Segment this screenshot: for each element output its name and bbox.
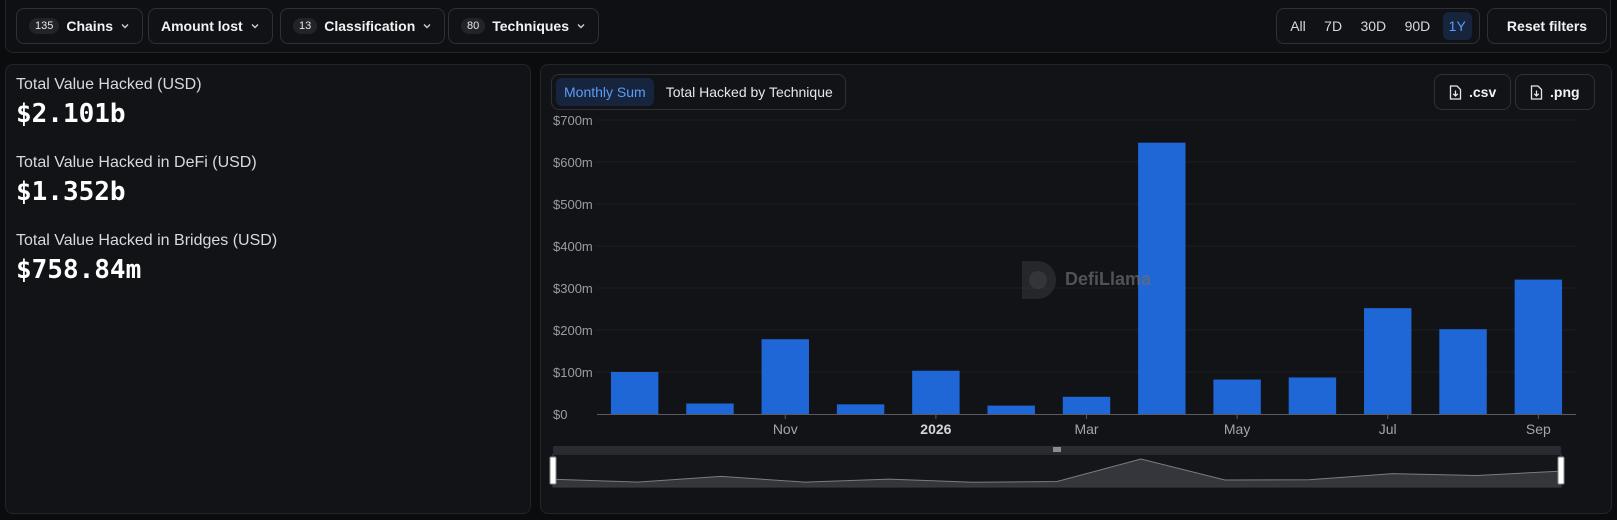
download-csv-button[interactable]: .csv (1434, 74, 1512, 110)
zoom-handle-left[interactable] (549, 456, 557, 485)
classification-filter-label: Classification (324, 18, 416, 34)
stat-total: Total Value Hacked (USD) $2.101b (16, 75, 520, 131)
file-download-icon (1530, 84, 1543, 100)
chevron-down-icon (423, 24, 431, 29)
time-range-selector: All 7D 30D 90D 1Y (1276, 8, 1480, 44)
bar (610, 372, 659, 414)
stat-value: $2.101b (16, 99, 126, 129)
x-tick-label: May (1224, 421, 1250, 437)
zoom-handle-right[interactable] (1557, 456, 1565, 485)
bar (761, 339, 809, 414)
bar (1514, 279, 1563, 414)
file-download-icon (1449, 84, 1462, 100)
y-tick-label: $400m (553, 239, 593, 254)
chart-tabs: Monthly Sum Total Hacked by Technique (551, 74, 846, 110)
x-tick-label: Nov (773, 421, 798, 437)
range-1y-button[interactable]: 1Y (1442, 12, 1472, 40)
chart-panel: Monthly Sum Total Hacked by Technique .c… (540, 64, 1612, 514)
watermark-text: DefiLlama (1065, 269, 1152, 289)
x-tick-label: Jul (1379, 421, 1397, 437)
reset-filters-button[interactable]: Reset filters (1487, 8, 1607, 44)
y-tick-label: $200m (553, 323, 593, 338)
techniques-count-badge: 80 (461, 18, 486, 34)
bar (836, 404, 885, 414)
chains-count-badge: 135 (29, 18, 60, 34)
range-30d-button[interactable]: 30D (1360, 18, 1387, 34)
download-png-label: .png (1550, 84, 1580, 100)
stat-label: Total Value Hacked (USD) (16, 76, 202, 93)
bar (1062, 396, 1111, 414)
bar (1213, 379, 1261, 414)
x-tick-label: Sep (1526, 421, 1551, 437)
classification-count-badge: 13 (293, 18, 318, 34)
defillama-logo (1022, 261, 1056, 299)
y-tick-label: $600m (553, 155, 593, 170)
zoom-scrollbar-grip (1053, 447, 1061, 452)
bar (1138, 142, 1186, 414)
y-tick-label: $500m (553, 197, 593, 212)
bar (1288, 377, 1337, 414)
x-tick-label: 2026 (920, 421, 951, 437)
amount-lost-filter-button[interactable]: Amount lost (148, 8, 273, 44)
download-csv-label: .csv (1469, 84, 1497, 100)
chevron-down-icon (121, 24, 129, 29)
tab-monthly-sum[interactable]: Monthly Sum (556, 78, 654, 106)
bar (1439, 329, 1487, 414)
techniques-filter-button[interactable]: 80 Techniques (448, 8, 600, 44)
stat-value: $758.84m (16, 255, 142, 285)
y-tick-label: $0 (553, 407, 567, 422)
stat-label: Total Value Hacked in DeFi (USD) (16, 154, 257, 171)
y-tick-label: $100m (553, 365, 593, 380)
bar (1364, 308, 1412, 414)
monthly-hacks-bar-chart: $0 $100m $200m $300m $400m $500m $600m $700m Nov… (549, 113, 1576, 488)
y-tick-label: $700m (553, 113, 593, 128)
stats-panel: Total Value Hacked (USD) $2.101b Total V… (5, 64, 531, 514)
techniques-filter-label: Techniques (492, 18, 570, 34)
amount-lost-filter-label: Amount lost (161, 18, 243, 34)
zoom-preview-line (552, 458, 1562, 483)
x-tick-label: Mar (1074, 421, 1098, 437)
stat-value: $1.352b (16, 177, 126, 207)
stat-label: Total Value Hacked in Bridges (USD) (16, 232, 278, 249)
bar (987, 405, 1035, 414)
chevron-down-icon (577, 24, 585, 29)
range-all-button[interactable]: All (1290, 18, 1306, 34)
range-90d-button[interactable]: 90D (1404, 18, 1431, 34)
range-7d-button[interactable]: 7D (1324, 18, 1343, 34)
chains-filter-label: Chains (66, 18, 114, 34)
stat-bridges: Total Value Hacked in Bridges (USD) $758… (16, 231, 520, 287)
bar (686, 403, 734, 414)
download-png-button[interactable]: .png (1515, 74, 1595, 110)
bar (912, 370, 960, 414)
tab-total-hacked-by-technique[interactable]: Total Hacked by Technique (665, 84, 833, 100)
chains-filter-button[interactable]: 135 Chains (16, 8, 144, 44)
classification-filter-button[interactable]: 13 Classification (280, 8, 446, 44)
stat-defi: Total Value Hacked in DeFi (USD) $1.352b (16, 153, 520, 209)
chevron-down-icon (251, 24, 259, 29)
y-tick-label: $300m (553, 281, 593, 296)
